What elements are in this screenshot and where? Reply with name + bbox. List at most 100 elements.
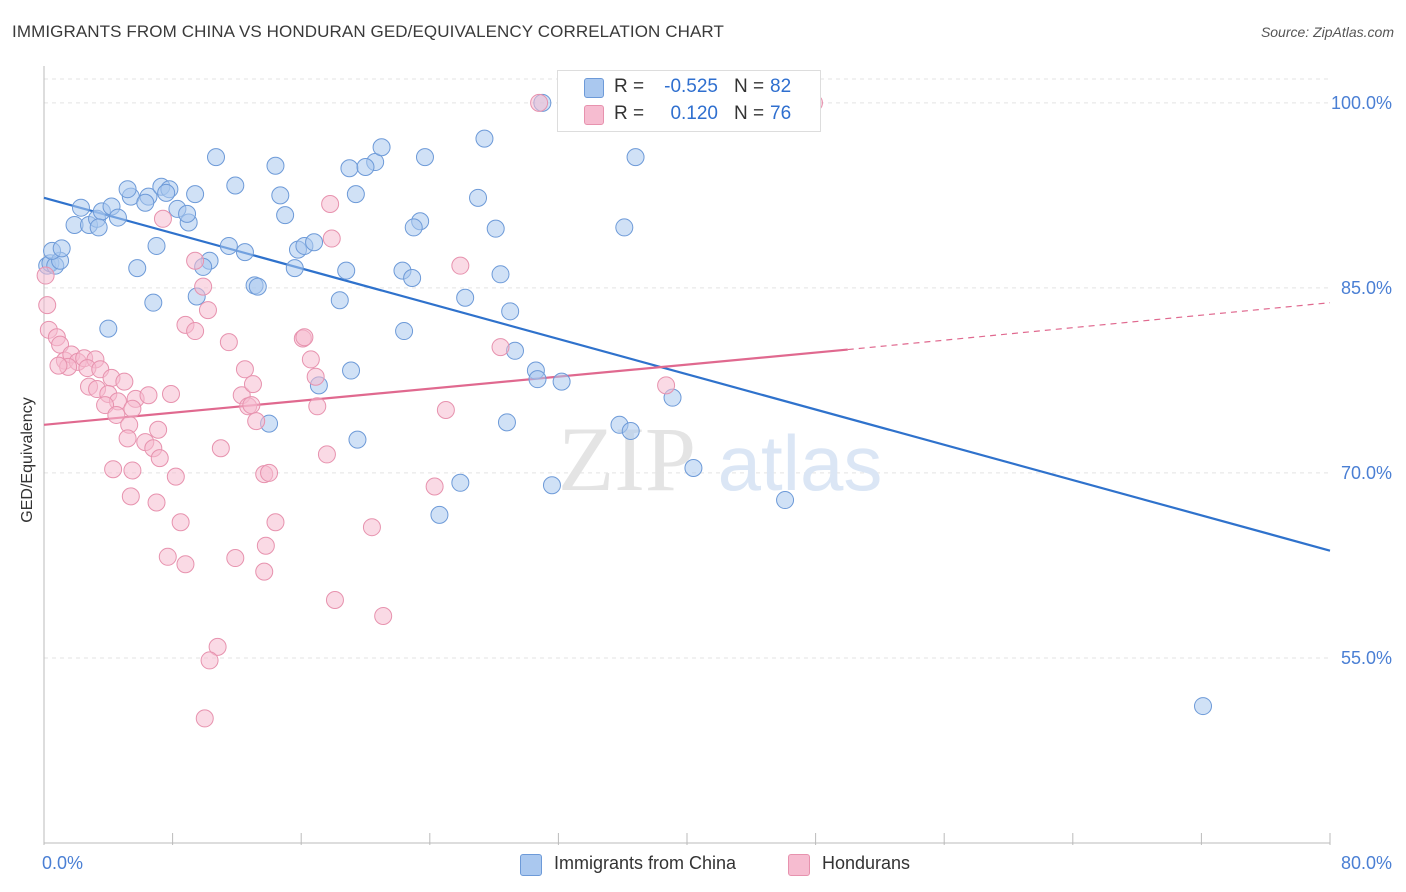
- point-china: [178, 204, 197, 223]
- point-china: [219, 236, 238, 255]
- axes: [43, 66, 1331, 845]
- trend-line-hondurans-extension: [847, 302, 1331, 351]
- point-hondurans: [107, 405, 126, 424]
- point-china: [99, 319, 118, 338]
- trend-line-china: [43, 196, 1331, 552]
- point-hondurans: [171, 513, 190, 532]
- point-hondurans: [147, 493, 166, 512]
- legend-swatch-china: [520, 854, 542, 876]
- point-hondurans: [195, 709, 214, 728]
- y-tick-label: 70.0%: [1341, 463, 1392, 483]
- point-hondurans: [374, 607, 393, 626]
- point-china: [271, 186, 290, 205]
- point-china: [776, 491, 795, 510]
- point-hondurans: [255, 562, 274, 581]
- legend-label-hondurans: Hondurans: [822, 853, 911, 873]
- point-hondurans: [208, 637, 227, 656]
- watermark: ZIP atlas: [558, 408, 882, 510]
- point-china: [337, 261, 356, 280]
- point-china: [403, 269, 422, 288]
- legend-swatch-china: [584, 78, 604, 98]
- point-hondurans: [115, 372, 134, 391]
- watermark-atlas: atlas: [718, 419, 883, 507]
- point-hondurans: [123, 461, 142, 480]
- y-axis-label: GED/Equivalency: [19, 397, 36, 523]
- point-china: [501, 302, 520, 321]
- point-china: [266, 156, 285, 175]
- point-china: [108, 208, 127, 227]
- point-china: [356, 157, 375, 176]
- point-china: [528, 370, 547, 389]
- point-china: [186, 185, 205, 204]
- trend-line-hondurans: [43, 348, 848, 426]
- point-hondurans: [317, 445, 336, 464]
- point-china: [456, 288, 475, 307]
- point-hondurans: [321, 194, 340, 213]
- y-tick-label: 55.0%: [1341, 648, 1392, 668]
- point-china: [71, 198, 90, 217]
- point-hondurans: [194, 277, 213, 296]
- point-china: [486, 219, 505, 238]
- point-hondurans: [491, 338, 510, 357]
- legend-swatch-hondurans: [788, 854, 810, 876]
- point-hondurans: [219, 333, 238, 352]
- point-hondurans: [295, 328, 314, 347]
- point-hondurans: [256, 536, 275, 555]
- legend-label-china: Immigrants from China: [554, 853, 737, 873]
- point-hondurans: [149, 420, 168, 439]
- point-china: [285, 259, 304, 278]
- legend-swatch-hondurans: [584, 105, 604, 125]
- point-hondurans: [306, 367, 325, 386]
- point-hondurans: [266, 513, 285, 532]
- point-hondurans: [235, 360, 254, 379]
- point-china: [340, 159, 359, 178]
- point-hondurans: [530, 93, 549, 112]
- point-china: [342, 361, 361, 380]
- point-china: [147, 236, 166, 255]
- legend-r-label: R =: [614, 76, 645, 97]
- data-points: [36, 93, 1213, 728]
- source-label: Source: ZipAtlas.com: [1260, 24, 1394, 40]
- point-china: [226, 176, 245, 195]
- point-hondurans: [325, 590, 344, 609]
- point-china: [346, 185, 365, 204]
- point-hondurans: [436, 401, 455, 420]
- point-hondurans: [153, 209, 172, 228]
- point-hondurans: [49, 356, 68, 375]
- point-hondurans: [161, 384, 180, 403]
- point-china: [469, 188, 488, 207]
- point-china: [684, 458, 703, 477]
- correlation-legend: R = -0.525 N = 82 R = 0.120 N = 76: [557, 70, 821, 132]
- legend-n-label: N =: [734, 103, 765, 124]
- point-hondurans: [301, 350, 320, 369]
- y-tick-label: 85.0%: [1341, 278, 1392, 298]
- point-china: [626, 148, 645, 167]
- point-hondurans: [425, 477, 444, 496]
- point-hondurans: [322, 229, 341, 248]
- point-hondurans: [247, 412, 266, 431]
- x-tick-label: 80.0%: [1341, 853, 1392, 873]
- point-hondurans: [118, 429, 137, 448]
- point-china: [475, 129, 494, 148]
- point-china: [235, 243, 254, 262]
- point-hondurans: [260, 463, 279, 482]
- point-hondurans: [198, 301, 217, 320]
- point-hondurans: [104, 460, 123, 479]
- point-hondurans: [200, 651, 219, 670]
- legend-row-china: R = -0.525 N = 82: [558, 74, 820, 100]
- point-hondurans: [211, 439, 230, 458]
- point-hondurans: [186, 322, 205, 341]
- point-hondurans: [166, 467, 185, 486]
- point-china: [136, 193, 155, 212]
- point-hondurans: [150, 449, 169, 468]
- legend-row-hondurans: R = 0.120 N = 76: [558, 101, 820, 127]
- legend-n-value: 82: [770, 76, 792, 97]
- point-china: [395, 322, 414, 341]
- legend-n-value: 76: [770, 103, 792, 124]
- point-china: [430, 505, 449, 524]
- point-china: [157, 183, 176, 202]
- point-china: [276, 206, 295, 225]
- point-china: [128, 259, 147, 278]
- point-china: [491, 265, 510, 284]
